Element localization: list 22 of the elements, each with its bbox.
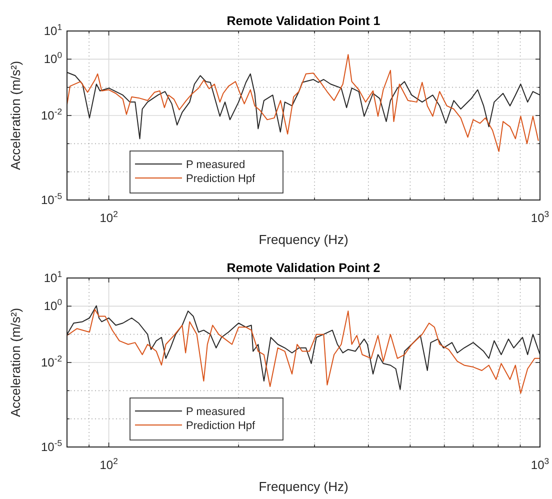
x-axis-title: Frequency (Hz): [258, 479, 348, 494]
x-tick-label: 10$^{2}$: [100, 456, 118, 472]
x-tick-label: 10$^{3}$: [530, 209, 550, 225]
y-tick-label: 10$^{0}$: [44, 50, 62, 66]
legend-label: P measured: [186, 159, 246, 171]
x-axis-title: Frequency (Hz): [258, 232, 348, 247]
y-tick-label: 10$^{1}$: [44, 269, 62, 285]
x-tick-label: 10$^{2}$: [100, 209, 118, 225]
legend-label: Prediction Hpf: [186, 420, 256, 432]
y-tick-label: 10$^{1}$: [44, 22, 62, 38]
y-axis-title: Acceleration (m/s²): [8, 308, 23, 418]
legend-label: P measured: [186, 406, 246, 418]
y-tick-label: 10$^{0}$: [44, 297, 62, 314]
y-axis-title: Acceleration (m/s²): [8, 60, 23, 170]
y-tick-label: 10$^{-2}$: [40, 106, 62, 122]
y-tick-label: 10$^{-5}$: [40, 191, 62, 207]
legend-label: Prediction Hpf: [186, 173, 256, 185]
chart-title: Remote Validation Point 1: [226, 14, 380, 28]
y-tick-label: 10$^{-2}$: [40, 354, 62, 370]
y-tick-label: 10$^{-5}$: [40, 438, 62, 454]
chart-title: Remote Validation Point 2: [226, 261, 380, 275]
x-tick-label: 10$^{3}$: [530, 456, 550, 472]
